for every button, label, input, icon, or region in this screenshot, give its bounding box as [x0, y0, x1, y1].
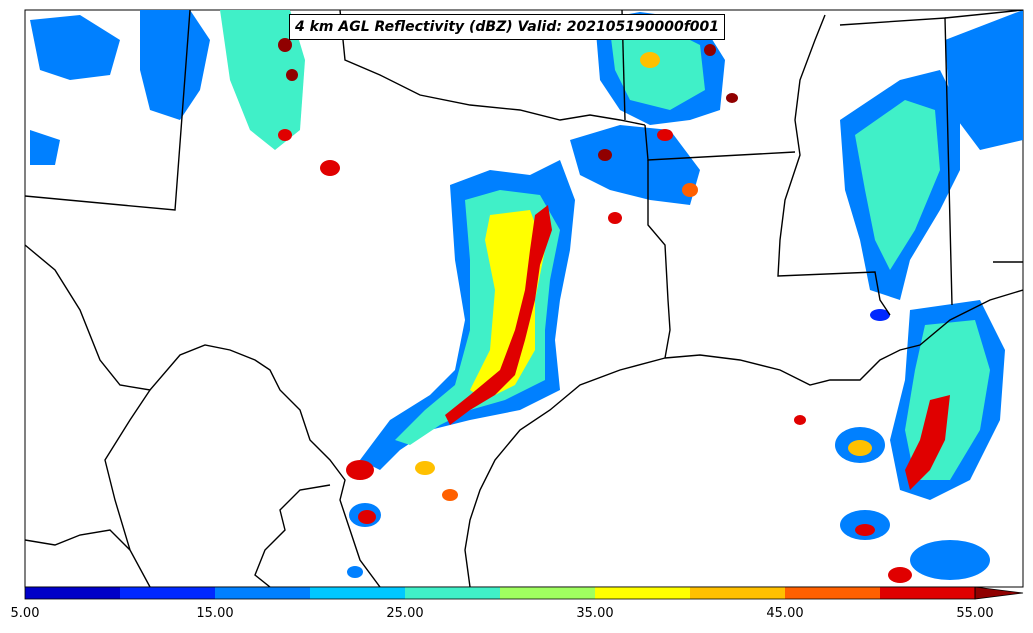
- echo-panhandle-2: [140, 10, 210, 120]
- echo-panhandle-cell: [278, 129, 292, 141]
- echo-north-texas-cell: [704, 44, 716, 56]
- echo-gulf-cell: [910, 540, 990, 580]
- echo-north-texas-cell: [640, 52, 660, 68]
- echo-panhandle-cell: [320, 160, 340, 176]
- colorbar-segment: [25, 587, 120, 599]
- colorbar-tick-label: 5.00: [10, 606, 40, 621]
- echo-south-cell: [346, 460, 374, 480]
- echo-east-texas-cell: [657, 129, 673, 141]
- echo-gulf-cell: [794, 415, 806, 425]
- gulf-coastline: [664, 289, 1023, 386]
- echo-south-cell: [347, 566, 363, 578]
- echo-east-texas-cell: [598, 149, 612, 161]
- border-mx-states: [104, 389, 151, 587]
- colorbar-segment: [880, 587, 975, 599]
- border-mx-states-3: [254, 484, 331, 587]
- echo-east-texas: [570, 125, 700, 205]
- map-outlines: [25, 10, 1023, 587]
- border-al-fl: [944, 10, 1023, 19]
- echo-gulf-cell: [870, 309, 890, 321]
- colorbar-tick-label: 35.00: [576, 606, 614, 621]
- echo-panhandle: [30, 15, 120, 80]
- echo-panhandle-cell: [278, 38, 292, 52]
- echo-north-texas-inner: [610, 25, 705, 110]
- echo-mississippi-inner: [855, 100, 940, 270]
- border-ms-river: [777, 14, 891, 316]
- colorbar-tick-label: 55.00: [956, 606, 994, 621]
- border-tx-la: [647, 160, 671, 359]
- border-nm-tx: [25, 10, 191, 211]
- echo-south-cell: [358, 510, 376, 524]
- colorbar-outline: [24, 586, 976, 600]
- echo-west: [30, 130, 60, 165]
- colorbar-tick-label: 15.00: [196, 606, 234, 621]
- texas-coastline: [464, 357, 666, 587]
- colorbar-segment: [500, 587, 595, 599]
- colorbar-segment: [785, 587, 880, 599]
- colorbar-extend-arrow: [974, 586, 1024, 600]
- echo-central-texas-red: [445, 205, 552, 425]
- echo-gulf-coast-red: [905, 395, 950, 490]
- map-title: 4 km AGL Reflectivity (dBZ) Valid: 20210…: [289, 14, 726, 40]
- border-mx-states-2: [25, 529, 131, 551]
- echo-south-cell: [415, 461, 435, 475]
- colorbar-segment: [310, 587, 405, 599]
- colorbar-segment: [690, 587, 785, 599]
- border-rio-grande: [25, 244, 381, 587]
- echo-gulf-cell: [848, 440, 872, 456]
- colorbar-tick-label: 25.00: [386, 606, 424, 621]
- radar-echoes: [30, 10, 1023, 583]
- colorbar-tick-label: 45.00: [766, 606, 804, 621]
- echo-south-cell: [442, 489, 458, 501]
- echo-alabama: [945, 10, 1023, 150]
- echo-east-texas-cell: [608, 212, 622, 224]
- echo-panhandle-cell: [286, 69, 298, 81]
- colorbar-segment: [595, 587, 690, 599]
- colorbar-segment: [215, 587, 310, 599]
- echo-gulf-cell: [888, 567, 912, 583]
- echo-central-texas-core: [470, 210, 545, 400]
- colorbar-segment: [120, 587, 215, 599]
- echo-north-texas-cell: [726, 93, 738, 103]
- echo-east-texas-cell: [682, 183, 698, 197]
- border-red-river: [339, 10, 646, 126]
- echo-gulf-cell: [855, 524, 875, 536]
- colorbar-segment: [405, 587, 500, 599]
- colorbar: [24, 586, 1024, 600]
